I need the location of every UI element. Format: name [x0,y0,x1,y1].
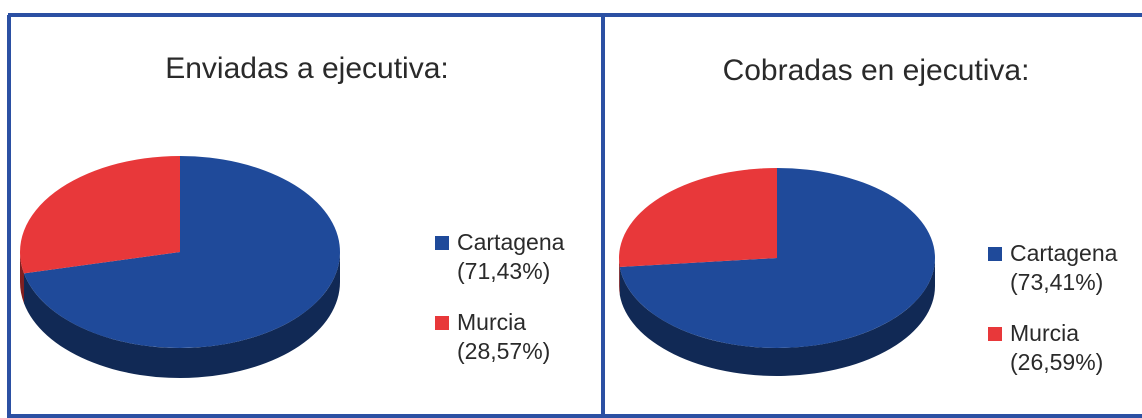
pie-side [619,258,620,295]
chart-title: Cobradas en ejecutiva: [723,54,1030,87]
pie-slice [619,168,935,348]
legend-label: Murcia [457,309,526,335]
pie-slice [618,168,777,267]
value-label: (73,41%) [1010,269,1103,295]
chart-title: Enviadas a ejecutiva: [165,52,449,85]
value-label: (71,43%) [457,258,550,284]
legend-swatch [988,327,1002,341]
value-label: (26,59%) [1010,349,1103,375]
pie-slice [19,156,181,274]
value-label: (28,57%) [457,338,550,364]
pie-side [619,258,935,377]
pie-slice [24,156,341,348]
legend-swatch [435,316,449,330]
legend-label: Cartagena [1010,240,1118,266]
pie-side [20,252,25,304]
legend-label: Cartagena [457,229,565,255]
legend-swatch [435,236,449,250]
pie-side [24,252,341,378]
legend-label: Murcia [1010,320,1079,346]
legend-swatch [988,247,1002,261]
